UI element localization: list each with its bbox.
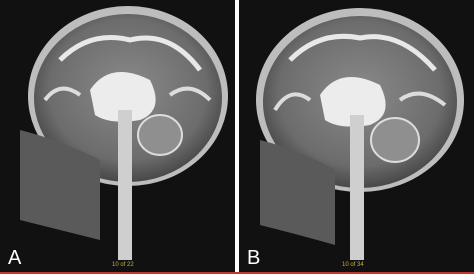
bottom-rule [0, 272, 474, 274]
ventricle [90, 72, 156, 122]
ventricle [320, 77, 386, 127]
panel-label: B [247, 247, 260, 269]
face [260, 140, 335, 245]
brainstem [350, 115, 364, 260]
sulci [58, 35, 202, 72]
brainstem [118, 110, 132, 260]
slice-counter: 10 of 34 [342, 262, 364, 268]
face [20, 130, 100, 240]
sulci [288, 33, 437, 72]
cerebellum [137, 114, 183, 156]
panel-b: B 10 of 34 [239, 0, 474, 272]
sulci [273, 91, 447, 112]
sulci [43, 86, 212, 102]
panel-a: A 10 of 22 [0, 0, 235, 272]
panel-label: A [8, 247, 22, 269]
slice-counter: 10 of 22 [112, 262, 134, 268]
cerebellum [370, 117, 420, 163]
